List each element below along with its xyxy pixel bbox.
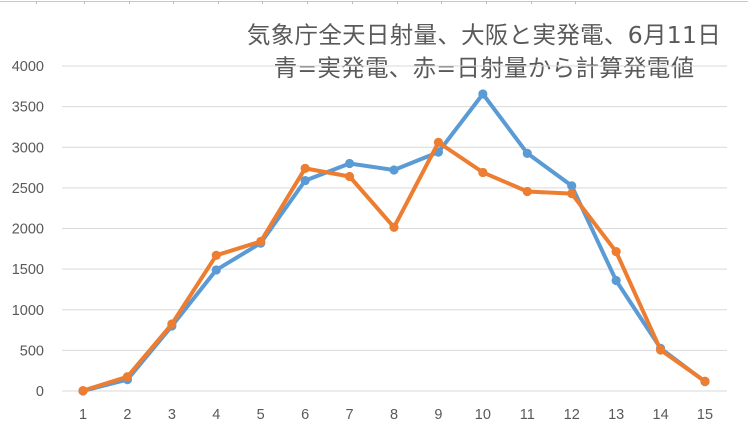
x-tick-label: 6 — [301, 407, 309, 423]
x-tick-label: 14 — [653, 407, 669, 423]
data-point-marker — [122, 372, 133, 382]
data-point-marker — [256, 236, 266, 247]
y-tick-label: 0 — [36, 384, 44, 400]
series-calculated-generation — [78, 137, 710, 396]
column-divider — [173, 1, 174, 4]
x-tick-label: 7 — [346, 407, 354, 423]
data-point-marker — [478, 167, 488, 178]
data-point-marker — [522, 148, 532, 158]
y-tick-label: 1500 — [12, 262, 44, 278]
x-tick-label: 2 — [123, 407, 131, 423]
data-point-marker — [567, 188, 577, 199]
y-tick-label: 2500 — [12, 181, 44, 197]
data-point-marker — [211, 250, 221, 260]
x-tick-label: 12 — [564, 407, 580, 423]
data-point-marker — [300, 163, 310, 173]
column-divider — [486, 1, 487, 4]
data-point-marker — [567, 181, 577, 191]
x-tick-label: 8 — [390, 407, 398, 423]
x-axis-labels: 1 2 3 4 5 6 7 8 9 10 11 12 13 14 15 — [79, 407, 713, 423]
data-point-marker — [211, 265, 221, 275]
y-tick-label: 2000 — [12, 222, 44, 238]
spreadsheet-column-border — [0, 1, 748, 4]
column-divider — [575, 1, 576, 4]
x-tick-label: 15 — [697, 407, 713, 423]
column-divider — [531, 1, 532, 4]
column-divider — [397, 1, 398, 4]
chart-title: 気象庁全天日射量、大阪と実発電、6月11日 — [246, 21, 722, 49]
column-divider — [218, 1, 219, 4]
x-tick-label: 10 — [475, 407, 491, 423]
column-divider — [84, 1, 85, 4]
data-point-marker — [389, 222, 399, 232]
column-divider — [352, 1, 353, 4]
data-point-marker — [700, 376, 710, 386]
data-point-marker — [389, 165, 399, 175]
data-point-marker — [611, 247, 621, 257]
x-tick-label: 4 — [212, 407, 220, 423]
y-tick-label: 500 — [20, 343, 44, 359]
y-axis-labels: 0 500 1000 1500 2000 2500 3000 3500 4000 — [12, 59, 44, 400]
data-point-marker — [478, 89, 488, 99]
x-tick-label: 9 — [434, 407, 442, 423]
column-divider — [129, 1, 130, 4]
data-point-marker — [522, 186, 532, 197]
column-divider — [307, 1, 308, 4]
data-point-marker — [433, 137, 444, 147]
x-tick-label: 1 — [79, 407, 87, 423]
x-tick-label: 3 — [168, 407, 176, 423]
data-point-marker — [655, 345, 666, 355]
y-tick-label: 4000 — [12, 59, 44, 75]
data-point-marker — [344, 171, 355, 182]
series-actual-generation — [78, 89, 710, 396]
x-tick-label: 5 — [257, 407, 265, 423]
data-series — [78, 89, 710, 396]
column-divider — [262, 1, 263, 4]
column-divider — [441, 1, 442, 4]
x-tick-label: 11 — [520, 407, 535, 423]
data-point-marker — [78, 385, 88, 396]
y-tick-label: 3000 — [12, 140, 44, 156]
chart-subtitle: 青=実発電、赤=日射量から計算発電値 — [273, 54, 695, 82]
y-tick-label: 3500 — [12, 100, 44, 116]
data-point-marker — [344, 158, 355, 169]
data-point-marker — [167, 319, 177, 329]
data-point-marker — [300, 175, 310, 186]
y-tick-label: 1000 — [12, 303, 44, 319]
column-divider — [36, 1, 37, 4]
x-tick-label: 13 — [608, 407, 624, 423]
data-point-marker — [611, 275, 621, 286]
series-line — [81, 92, 707, 393]
